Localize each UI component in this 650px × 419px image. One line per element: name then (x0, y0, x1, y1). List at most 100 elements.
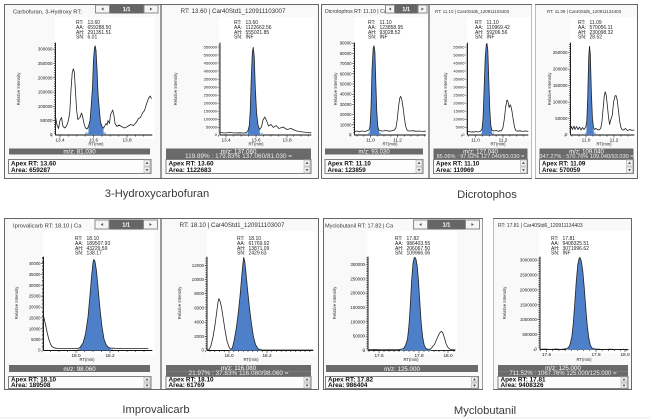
svg-text:25000: 25000 (29, 294, 41, 299)
svg-text:13871.09: 13871.09 (249, 246, 270, 252)
svg-text:Area: 1122683: Area: 1122683 (169, 167, 212, 174)
svg-text:Dicrotophos: Dicrotophos (457, 189, 517, 201)
svg-text:13.60: 13.60 (88, 20, 101, 26)
svg-text:SN:: SN: (76, 35, 84, 41)
svg-text:SN:: SN: (395, 251, 403, 257)
svg-text:13.6: 13.6 (89, 138, 99, 143)
svg-text:250000: 250000 (38, 61, 53, 66)
svg-text:m/z: 98.060: m/z: 98.060 (63, 366, 96, 373)
svg-text:0: 0 (202, 348, 205, 353)
svg-text:555021.85: 555021.85 (246, 30, 270, 36)
svg-text:200000: 200000 (553, 67, 568, 72)
svg-text:m/z: 109.040: m/z: 109.040 (569, 149, 604, 155)
svg-text:RT:: RT: (234, 20, 241, 26)
svg-text:40000: 40000 (453, 69, 465, 74)
svg-text:Apex RT: 11.10: Apex RT: 11.10 (436, 160, 480, 167)
svg-text:Apex RT: 17.82: Apex RT: 17.82 (328, 376, 374, 383)
svg-text:570056.11: 570056.11 (590, 25, 613, 31)
svg-text:AA:: AA: (395, 241, 403, 247)
svg-text:AH:: AH: (368, 30, 376, 36)
svg-text:10000: 10000 (192, 277, 205, 282)
svg-text:11.0: 11.0 (471, 138, 480, 143)
svg-text:1/1: 1/1 (443, 223, 451, 229)
svg-text:200000: 200000 (204, 101, 218, 106)
svg-text:RT:: RT: (237, 236, 244, 242)
svg-text:150000: 150000 (204, 109, 218, 114)
svg-text:Carbofuran, 3-Hydroxy RT:: Carbofuran, 3-Hydroxy RT: (13, 10, 82, 16)
svg-text:20000: 20000 (340, 112, 352, 117)
svg-text:Area: 110969: Area: 110969 (436, 167, 474, 174)
svg-text:RT:: RT: (551, 236, 558, 242)
svg-text:AA:: AA: (368, 25, 376, 31)
svg-text:m/z: 116.080: m/z: 116.080 (221, 365, 257, 372)
svg-text:50000: 50000 (40, 118, 53, 123)
svg-text:Area: 61769: Area: 61769 (169, 382, 205, 389)
svg-text:Apex RT: 11.10: Apex RT: 11.10 (328, 160, 372, 167)
svg-text:AH:: AH: (234, 30, 242, 36)
svg-text:Apex RT: 11.09: Apex RT: 11.09 (542, 160, 586, 167)
svg-text:m/z: 81.030: m/z: 81.030 (63, 148, 96, 155)
svg-text:250000: 250000 (350, 276, 365, 281)
svg-text:AH:: AH: (76, 30, 84, 36)
svg-text:55000: 55000 (453, 45, 465, 50)
svg-text:AH:: AH: (475, 30, 483, 36)
svg-text:10000: 10000 (29, 326, 41, 331)
svg-text:17.8: 17.8 (591, 352, 601, 357)
svg-text:10000: 10000 (453, 117, 465, 122)
svg-text:15000: 15000 (453, 109, 465, 114)
svg-text:230098.32: 230098.32 (590, 30, 614, 36)
svg-text:10000: 10000 (340, 122, 352, 127)
svg-text:Apex RT: 17.81: Apex RT: 17.81 (501, 376, 547, 383)
svg-text:RT(min): RT(min) (79, 357, 95, 362)
svg-text:RT(min): RT(min) (576, 357, 592, 362)
svg-text:1500000: 1500000 (520, 302, 538, 307)
svg-text:AH:: AH: (75, 246, 83, 252)
svg-text:18.0: 18.0 (71, 353, 81, 358)
svg-text:1122662.56: 1122662.56 (246, 25, 272, 31)
svg-text:50000: 50000 (555, 116, 568, 121)
svg-text:INF: INF (380, 35, 388, 41)
svg-text:SN:: SN: (551, 251, 559, 257)
svg-text:Apex RT: 18.10: Apex RT: 18.10 (169, 376, 215, 383)
svg-text:0: 0 (38, 348, 41, 353)
svg-text:347.27% : 570.76% 109.040/93.0: 347.27% : 570.76% 109.040/93.030 = (539, 154, 633, 160)
svg-text:2000: 2000 (194, 334, 204, 339)
svg-text:11.10: 11.10 (380, 20, 392, 26)
svg-text:RT:: RT: (395, 236, 402, 242)
svg-text:SN:: SN: (368, 35, 376, 41)
svg-text:18.10: 18.10 (249, 236, 262, 242)
svg-text:13.4: 13.4 (221, 138, 231, 143)
svg-text:Relative Intensity: Relative Intensity (16, 72, 21, 106)
svg-text:60000: 60000 (340, 71, 352, 76)
svg-text:500000: 500000 (204, 53, 218, 58)
svg-text:43229.59: 43229.59 (87, 246, 108, 252)
svg-text:80000: 80000 (340, 51, 352, 56)
svg-text:m/z: 127.040: m/z: 127.040 (463, 149, 498, 155)
svg-text:0: 0 (462, 132, 465, 137)
svg-text:1/1: 1/1 (402, 7, 410, 13)
svg-text:250000: 250000 (553, 50, 568, 55)
svg-text:17.8: 17.8 (414, 353, 424, 358)
svg-text:300000: 300000 (350, 262, 365, 267)
svg-text:13.8: 13.8 (122, 138, 132, 143)
svg-text:AA:: AA: (475, 25, 483, 31)
svg-text:123858.95: 123858.95 (380, 25, 404, 31)
svg-text:RT:: RT: (368, 20, 375, 26)
svg-text:109966.06: 109966.06 (407, 251, 431, 257)
svg-text:3-Hydroxycarbofuran: 3-Hydroxycarbofuran (105, 188, 209, 200)
svg-text:AH:: AH: (551, 246, 559, 252)
svg-text:250000: 250000 (204, 93, 218, 98)
svg-text:17.81: 17.81 (563, 236, 576, 242)
svg-text:35000: 35000 (453, 77, 465, 82)
svg-text:RT(min): RT(min) (88, 142, 104, 147)
svg-text:RT(min): RT(min) (243, 357, 259, 362)
svg-text:12000: 12000 (192, 263, 205, 268)
svg-text:m/z: 125.000: m/z: 125.000 (545, 365, 581, 372)
svg-text:189507.93: 189507.93 (87, 241, 111, 247)
svg-text:RT:: RT: (475, 20, 482, 26)
svg-text:AA:: AA: (551, 241, 559, 247)
svg-text:300000: 300000 (204, 85, 218, 90)
svg-text:200000: 200000 (38, 75, 53, 80)
svg-text:35000: 35000 (29, 272, 41, 277)
svg-text:28.52: 28.52 (590, 35, 603, 41)
